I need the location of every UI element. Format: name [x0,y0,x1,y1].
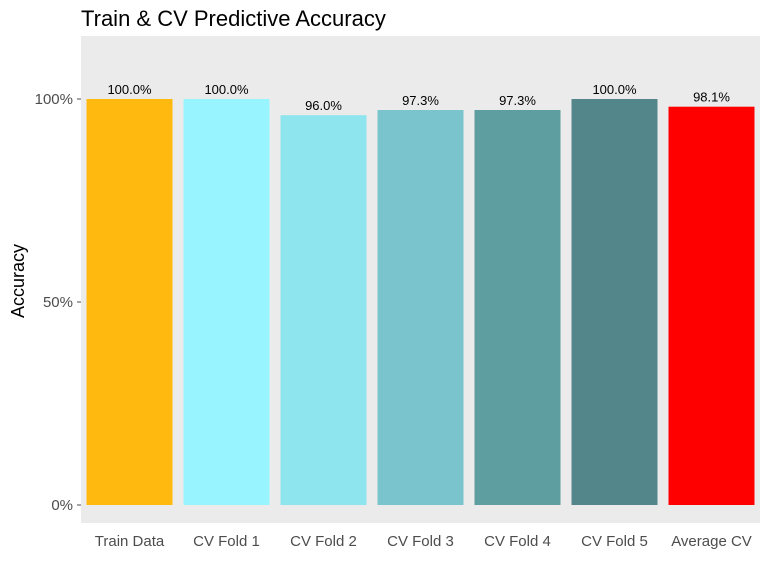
data-label-average-cv: 98.1% [693,90,730,105]
x-tick-label: CV Fold 2 [290,533,357,550]
bars-group [86,99,755,505]
bar-cv-fold-4 [474,110,561,505]
y-tick-label: 50% [43,294,73,311]
x-tick-label: CV Fold 3 [387,533,454,550]
y-axis-label: Accuracy [8,244,28,318]
x-axis-ticks: Train Data CV Fold 1 CV Fold 2 CV Fold 3 CV … [95,533,752,550]
x-tick-label: CV Fold 5 [581,533,648,550]
data-label-cv-fold-3: 97.3% [402,93,439,108]
bar-cv-fold-1 [183,99,270,505]
bar-train-data [86,99,173,505]
data-label-cv-fold-2: 96.0% [305,98,342,113]
y-tick-label: 100% [35,91,73,108]
x-tick-label: CV Fold 1 [193,533,260,550]
x-tick-label: CV Fold 4 [484,533,551,550]
data-label-cv-fold-1: 100.0% [204,82,249,97]
data-labels-group: 100.0% 100.0% 96.0% 97.3% 97.3% 100.0% 98.1% [107,82,730,113]
bar-cv-fold-3 [377,110,464,505]
data-label-cv-fold-4: 97.3% [499,93,536,108]
bar-cv-fold-2 [280,115,367,505]
y-tick-label: 0% [51,497,73,514]
data-label-cv-fold-5: 100.0% [592,82,637,97]
x-tick-label: Average CV [671,533,752,550]
bar-cv-fold-5 [571,99,658,505]
x-tick-label: Train Data [95,533,165,550]
data-label-train-data: 100.0% [107,82,152,97]
chart-title: Train & CV Predictive Accuracy [81,6,386,31]
y-axis-ticks: 0% 50% 100% [35,91,81,514]
bar-average-cv [668,106,755,505]
